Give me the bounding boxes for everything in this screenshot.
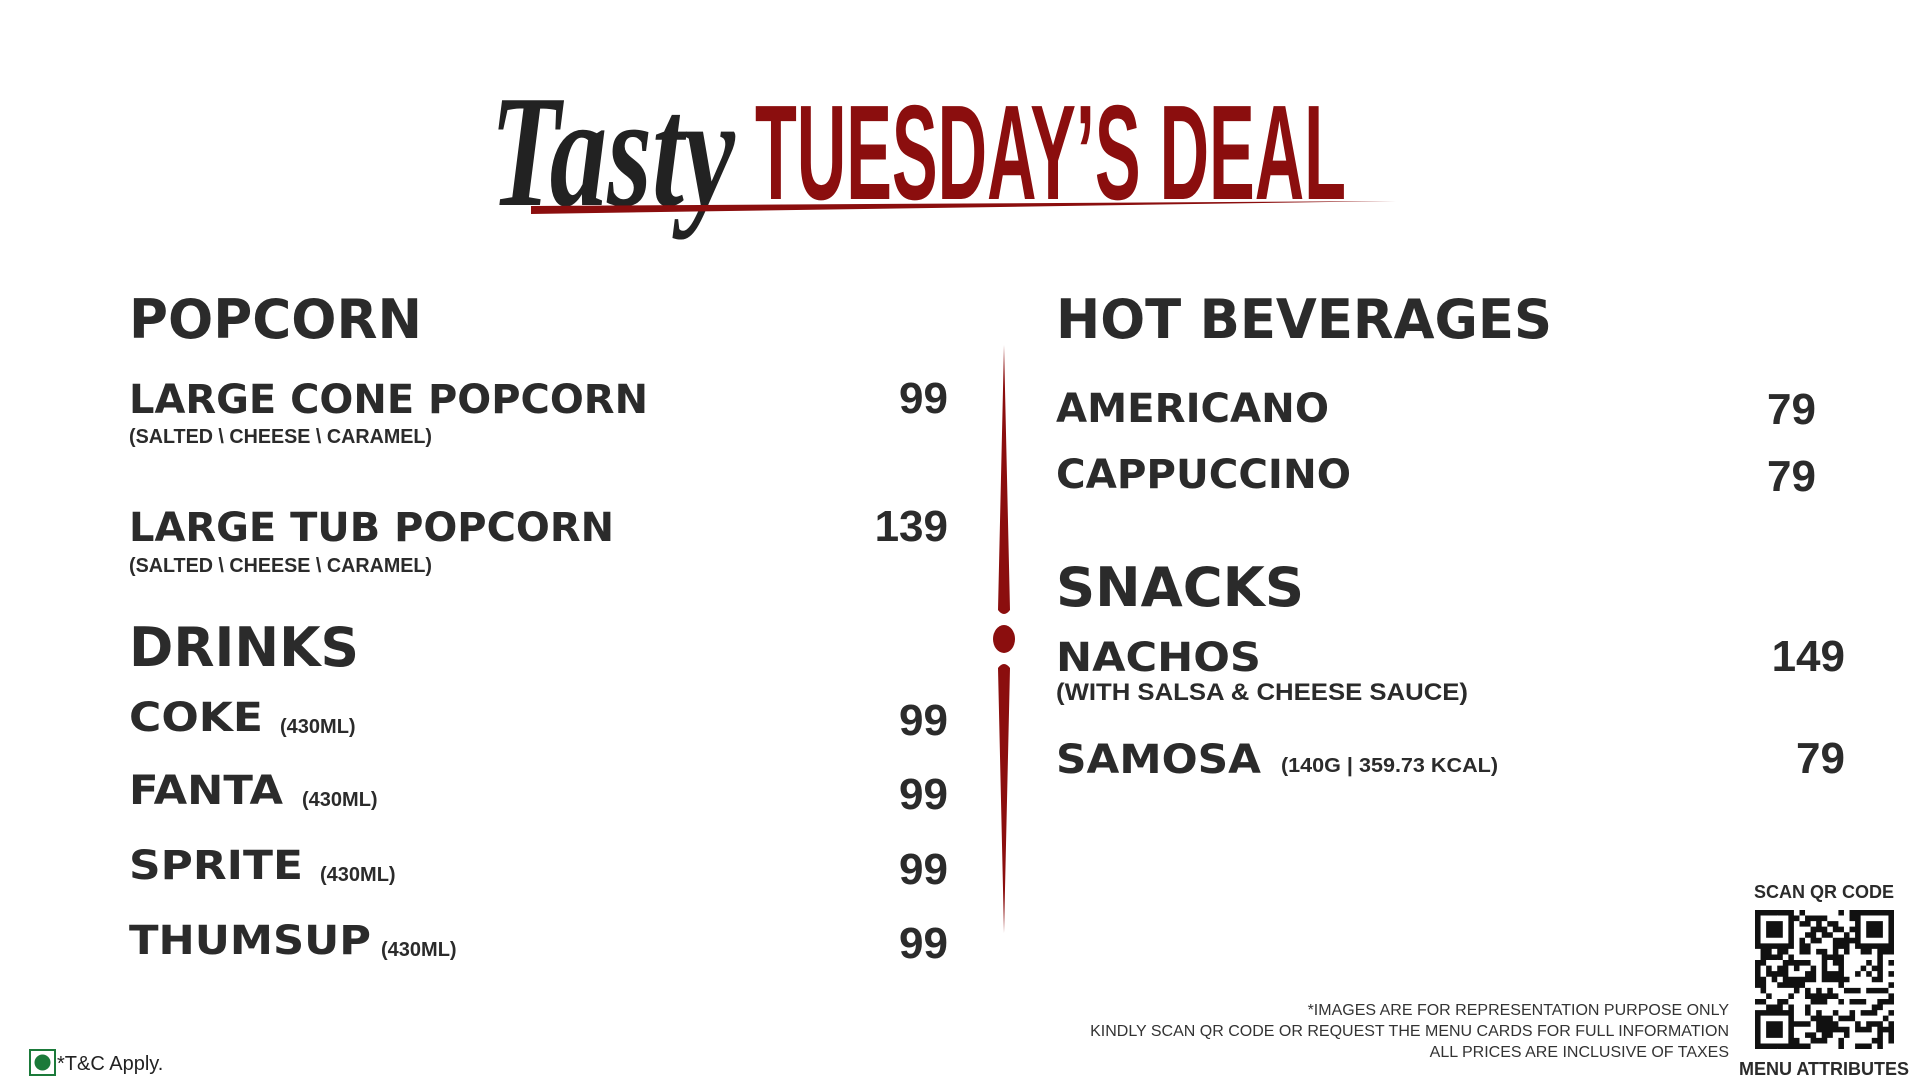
item-name: LARGE TUB POPCORN	[129, 505, 614, 551]
qr-caption: MENU ATTRIBUTES	[1739, 1059, 1909, 1079]
script-word: Tasty	[490, 62, 736, 240]
item-price: 149	[1772, 632, 1845, 681]
section-title: POPCORN	[129, 288, 422, 351]
section-title: DRINKS	[129, 616, 359, 679]
item-note: (140G | 359.73 KCAL)	[1281, 755, 1498, 777]
item-note: (SALTED \ CHEESE \ CARAMEL)	[129, 426, 432, 448]
item-name: NACHOS	[1056, 635, 1261, 681]
qr-caption: SCAN QR CODE	[1754, 882, 1894, 902]
divider-dot	[993, 625, 1015, 653]
item-name: SPRITE	[129, 843, 303, 889]
veg-mark	[29, 1049, 56, 1076]
item-name: SAMOSA	[1056, 737, 1261, 783]
item-note: (430ML)	[302, 789, 378, 811]
divider	[998, 345, 1010, 933]
footer-note: ALL PRICES ARE INCLUSIVE OF TAXES	[1430, 1044, 1729, 1061]
section-title: HOT BEVERAGES	[1056, 288, 1552, 351]
item-note: (430ML)	[381, 939, 457, 961]
item-price: 99	[899, 845, 948, 894]
item-name: THUMSUP	[129, 918, 371, 964]
item-price: 99	[899, 919, 948, 968]
item-price: 79	[1796, 734, 1845, 783]
item-name: AMERICANO	[1056, 386, 1329, 432]
item-name: FANTA	[129, 768, 283, 814]
item-note: (430ML)	[320, 864, 396, 886]
qr-modules	[1755, 910, 1894, 1049]
qr-code	[1755, 910, 1894, 1049]
terms: *T&C Apply.	[57, 1053, 163, 1075]
item-name: LARGE CONE POPCORN	[129, 377, 648, 423]
footer-note: *IMAGES ARE FOR REPRESENTATION PURPOSE O…	[1308, 1002, 1730, 1019]
footer-note: KINDLY SCAN QR CODE OR REQUEST THE MENU …	[1090, 1023, 1729, 1040]
item-price: 139	[875, 502, 948, 551]
item-price: 99	[899, 696, 948, 745]
item-price: 99	[899, 374, 948, 423]
item-price: 99	[899, 770, 948, 819]
item-note: (430ML)	[280, 716, 356, 738]
item-note: (SALTED \ CHEESE \ CARAMEL)	[129, 555, 432, 577]
veg-dot	[34, 1054, 51, 1071]
item-name: COKE	[129, 695, 263, 741]
item-price: 79	[1767, 385, 1816, 434]
title-underline	[531, 201, 1396, 214]
item-note: (WITH SALSA & CHEESE SAUCE)	[1056, 679, 1468, 706]
section-title: SNACKS	[1056, 556, 1304, 619]
item-name: CAPPUCCINO	[1056, 452, 1351, 498]
item-price: 79	[1767, 452, 1816, 501]
